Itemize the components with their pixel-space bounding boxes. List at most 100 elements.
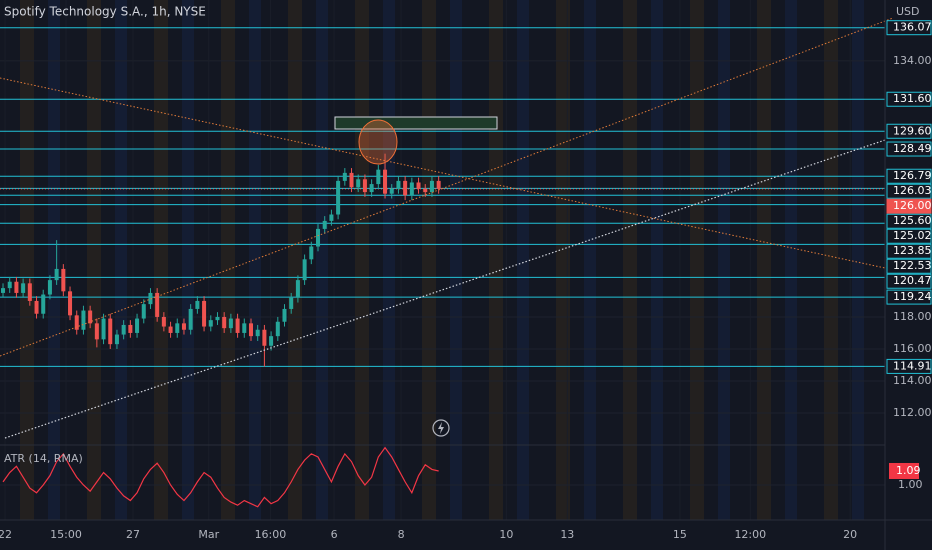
level-label-box	[886, 228, 932, 244]
candle-body	[54, 268, 59, 281]
candle-body	[342, 172, 347, 181]
lightning-icon[interactable]	[432, 419, 450, 437]
candle-body	[403, 180, 408, 196]
x-tick-label: 6	[331, 528, 338, 541]
candle-body	[329, 214, 334, 221]
level-label: 114.91	[893, 359, 932, 372]
candle-body	[7, 281, 12, 289]
candle-body	[282, 308, 287, 322]
session-stripe	[852, 0, 864, 520]
x-tick-label: 22	[0, 528, 12, 541]
y-tick-label: 116.00	[893, 342, 932, 355]
x-tick-label: 13	[560, 528, 574, 541]
session-stripe	[316, 0, 328, 520]
candle-body	[383, 169, 388, 194]
level-label-box	[886, 243, 932, 259]
candle-body	[161, 316, 166, 327]
candle-body	[262, 329, 267, 346]
x-tick-label: 16:00	[255, 528, 287, 541]
candle-body	[141, 304, 146, 319]
candle-body	[436, 180, 441, 189]
candle-body	[255, 329, 260, 337]
candle-body	[188, 308, 193, 330]
candle-body	[215, 316, 220, 321]
level-label: 126.03	[893, 184, 932, 197]
last-price-label: 126.00	[893, 199, 932, 212]
x-tick-label: 15	[673, 528, 687, 541]
candle-body	[195, 300, 200, 309]
level-label: 136.07	[893, 21, 932, 34]
level-label: 122.53	[893, 259, 932, 272]
level-label-box	[886, 289, 932, 305]
level-label: 128.49	[893, 142, 932, 155]
candle-body	[27, 283, 32, 301]
candle-body	[135, 318, 140, 333]
level-label: 125.60	[893, 214, 932, 227]
session-stripe	[355, 0, 369, 520]
level-label-box	[886, 123, 932, 139]
candle-body	[389, 188, 394, 194]
level-label-box	[886, 183, 932, 199]
candle-body	[315, 228, 321, 247]
candle-body	[222, 316, 227, 329]
candle-body	[409, 182, 414, 196]
candle-body	[275, 321, 280, 337]
candle-body	[114, 334, 119, 345]
candle-body	[41, 294, 46, 314]
candle-body	[21, 283, 26, 293]
candle-body	[235, 318, 240, 333]
session-stripe	[623, 0, 637, 520]
candle-body	[423, 188, 428, 193]
ellipse-drawing	[358, 119, 398, 165]
candle-body	[34, 300, 39, 314]
candle-body	[208, 320, 213, 327]
candle-body	[416, 182, 421, 189]
level-label: 131.60	[893, 92, 932, 105]
session-stripe	[824, 0, 838, 520]
candle-body	[295, 280, 300, 298]
candle-body	[47, 280, 52, 295]
candle-body	[396, 180, 401, 189]
candle-body	[128, 324, 133, 333]
candle-body	[175, 323, 180, 333]
candle-body	[155, 292, 160, 317]
rectangle-drawing	[334, 116, 498, 130]
indicator-value-box	[889, 462, 919, 479]
x-tick-label: 20	[843, 528, 857, 541]
session-stripes	[20, 0, 864, 520]
candle-body	[14, 281, 19, 293]
candle-body	[1, 288, 6, 293]
candle-body	[74, 315, 79, 330]
indicator-line	[2, 446, 439, 508]
candle-body	[61, 268, 66, 292]
candle-body	[121, 324, 126, 335]
session-stripe	[718, 0, 730, 520]
x-tick-label: 8	[398, 528, 405, 541]
level-label-box	[886, 258, 932, 274]
candle-body	[349, 172, 354, 188]
candle-body	[228, 318, 233, 329]
session-stripe	[489, 0, 503, 520]
session-stripe	[517, 0, 529, 520]
y-tick-label: 114.00	[893, 374, 932, 387]
session-stripe	[249, 0, 261, 520]
candle-body	[242, 323, 247, 333]
trend-line	[4, 139, 886, 439]
candle-body	[269, 336, 274, 346]
indicator-value-label: 1.09	[896, 464, 921, 477]
candle-body	[168, 326, 173, 333]
candle-body	[356, 179, 361, 188]
level-label-box	[886, 20, 932, 36]
candle-body	[322, 220, 327, 229]
session-stripe	[383, 0, 395, 520]
trend-line	[0, 17, 894, 357]
session-stripe	[288, 0, 302, 520]
level-label: 129.60	[893, 124, 932, 137]
x-tick-label: 15:00	[50, 528, 82, 541]
level-label-box	[886, 168, 932, 184]
candle-body	[289, 297, 294, 309]
candle-body	[429, 180, 434, 193]
trend-line	[0, 77, 886, 269]
